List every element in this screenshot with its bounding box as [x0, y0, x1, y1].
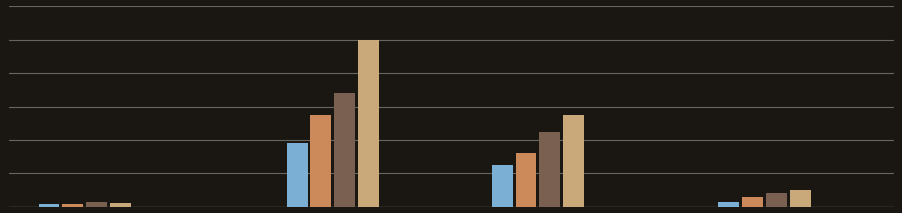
- Bar: [62, 204, 83, 207]
- Bar: [562, 115, 584, 207]
- Bar: [788, 190, 810, 207]
- Bar: [538, 132, 559, 207]
- Bar: [287, 143, 308, 207]
- Bar: [334, 93, 354, 207]
- Bar: [765, 193, 786, 207]
- Bar: [110, 203, 131, 207]
- Bar: [86, 202, 106, 207]
- Bar: [515, 153, 536, 207]
- Bar: [357, 40, 379, 207]
- Bar: [492, 165, 512, 207]
- Bar: [741, 197, 762, 207]
- Bar: [718, 202, 739, 207]
- Bar: [39, 204, 60, 207]
- Bar: [310, 115, 331, 207]
